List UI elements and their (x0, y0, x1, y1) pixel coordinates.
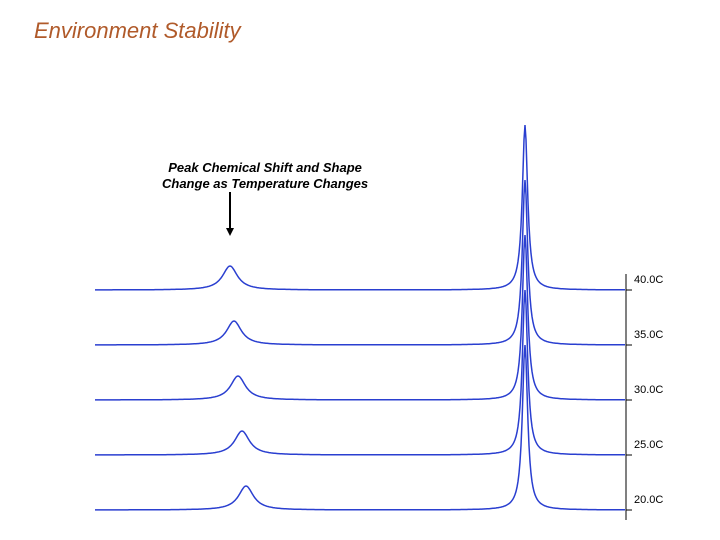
temp-label: 40.0C (634, 274, 663, 286)
nmr-trace (95, 290, 625, 455)
nmr-trace (95, 180, 625, 345)
nmr-trace (95, 125, 625, 290)
temp-label: 35.0C (634, 329, 663, 341)
nmr-trace (95, 345, 625, 510)
nmr-trace (95, 235, 625, 400)
temp-label: 25.0C (634, 439, 663, 451)
nmr-stacked-plot (0, 0, 720, 540)
temp-label: 20.0C (634, 494, 663, 506)
temp-label: 30.0C (634, 384, 663, 396)
